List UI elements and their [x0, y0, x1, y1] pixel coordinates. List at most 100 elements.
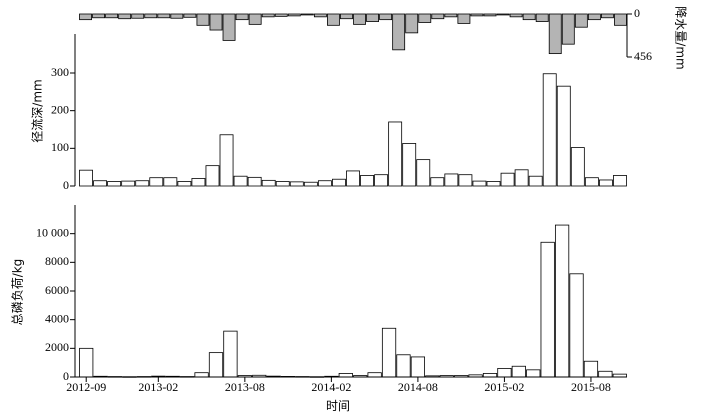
runoff-bar [542, 73, 557, 187]
precip-bar [561, 13, 575, 45]
tp_load-bar [381, 327, 397, 378]
runoff-bar [584, 177, 599, 187]
precip-bar [92, 13, 106, 19]
precip-bar [379, 13, 393, 21]
tp_load-bar [396, 354, 411, 378]
precip-bar [144, 13, 158, 19]
runoff-bar [205, 165, 220, 187]
runoff-bar [191, 178, 206, 187]
precip-bar [601, 13, 614, 19]
runoff-bar [599, 179, 613, 187]
runoff-bar [135, 180, 150, 187]
precipitation-panel: 0 456 [79, 6, 652, 63]
precip-bar [366, 13, 379, 22]
precip-bar [287, 13, 301, 17]
runoff-bar [556, 85, 571, 187]
runoff-bar [121, 180, 136, 187]
runoff-bar [486, 181, 501, 187]
precip-bar [261, 13, 275, 18]
runoff-bar [374, 174, 389, 187]
runoff-bar [79, 169, 93, 187]
runoff-bar [261, 179, 276, 187]
precip-bar [392, 13, 406, 51]
runoff-bar [107, 181, 122, 187]
precip-bar [326, 13, 340, 26]
tp_load-bar [223, 330, 238, 378]
tp_load-bar [511, 365, 526, 378]
x-tick-label: 2015-02 [484, 380, 524, 394]
precip-bar [431, 13, 445, 20]
x-tick-label: 2013-08 [225, 380, 265, 394]
runoff-bar [303, 181, 318, 187]
x-tick-label: 2013-02 [138, 380, 178, 394]
runoff-bar [458, 174, 473, 187]
tp_load-bar [194, 372, 209, 378]
runoff-bar [472, 180, 487, 187]
precip-bar [274, 13, 288, 17]
precip-bar [405, 13, 419, 34]
precip-bar [170, 13, 184, 19]
runoff-bar [528, 175, 543, 187]
runoff-panel: 0 100 200 300 [51, 34, 627, 192]
runoff-bar [430, 177, 445, 187]
runoff-bar [332, 178, 346, 187]
runoff-bar [360, 175, 374, 187]
runoff-bar [93, 180, 108, 187]
runoff-bar [444, 173, 459, 187]
x-tick-label: 2014-08 [398, 380, 438, 394]
runoff-y-tick-label: 0 [63, 178, 69, 192]
runoff-bar [613, 175, 627, 187]
precip-bar [418, 13, 432, 23]
precip-y-tick-label: 0 [634, 6, 640, 20]
precip-bar [483, 13, 497, 17]
x-tick-label: 2015-08 [571, 380, 611, 394]
tp_load-bar [569, 273, 584, 378]
runoff-y-tick-label: 300 [51, 65, 69, 79]
runoff-bar [514, 169, 529, 187]
runoff-axis-title: 径流深/mm [31, 79, 45, 142]
precip-bar [183, 13, 197, 18]
precip-bar [131, 13, 145, 19]
precip-bar [105, 13, 119, 19]
runoff-y-tick-label: 200 [51, 102, 69, 116]
phosphorus-load-axis-title: 总磷负荷/kg [10, 259, 25, 326]
precip-bar [574, 13, 588, 28]
runoff-bar [289, 181, 304, 187]
precip-bar [614, 13, 627, 26]
tp_load-y-tick-label: 0 [63, 369, 69, 383]
precipitation-axis-title: 降水量/mm [674, 6, 688, 69]
tp_load-bar [526, 369, 541, 378]
runoff-bar [317, 180, 332, 187]
runoff-bar [219, 134, 234, 187]
precip-bar [300, 13, 314, 16]
runoff-bar [233, 175, 248, 187]
precip-bar [509, 13, 523, 18]
precip-bar [235, 13, 249, 21]
precip-bar [353, 13, 366, 25]
tp_load-y-tick-label: 10 000 [36, 225, 69, 239]
tp_load-bar [540, 241, 555, 378]
precip-bar [157, 13, 171, 19]
precip-bar [457, 13, 471, 24]
tp_load-bar [367, 372, 382, 378]
runoff-bar [163, 177, 178, 187]
precip-bar [444, 13, 458, 18]
precip-y-tick-label: 456 [634, 49, 652, 63]
precip-bar [248, 13, 262, 25]
tp_load-bar [583, 360, 599, 378]
runoff-bar [275, 181, 290, 187]
precip-bar [222, 13, 236, 41]
precip-bar [313, 13, 327, 18]
tp_load-y-tick-label: 4000 [45, 311, 69, 325]
precip-bar [340, 13, 353, 20]
tp_load-bar [554, 224, 570, 378]
precip-bar [535, 13, 549, 22]
precip-bar [496, 13, 510, 16]
tp_load-y-tick-label: 8000 [45, 254, 69, 268]
runoff-bar [247, 176, 262, 187]
x-tick-label: 2012-09 [66, 380, 106, 394]
runoff-bar [388, 121, 403, 187]
precip-bar [196, 13, 210, 26]
runoff-bar [402, 143, 417, 187]
precip-bar [79, 13, 92, 21]
